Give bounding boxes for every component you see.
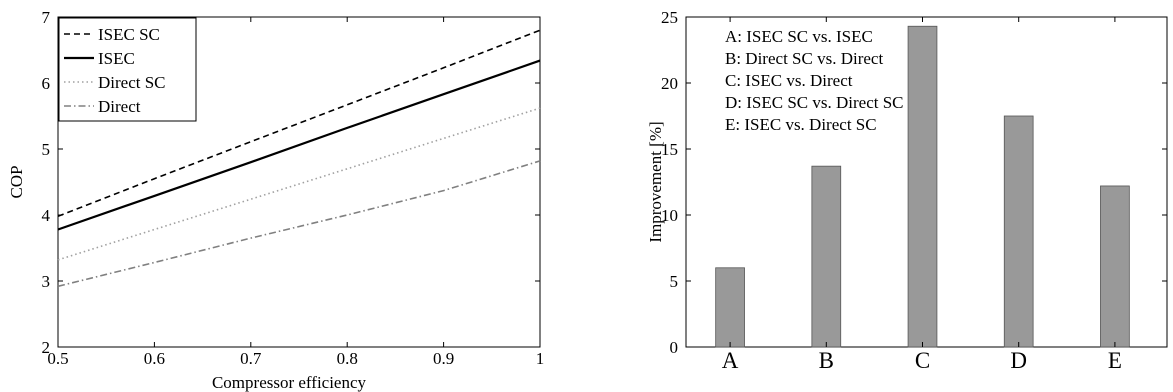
y-tick-label: 25: [661, 8, 678, 27]
line-chart-y-axis-label: COP: [7, 165, 26, 198]
y-tick-label: 15: [661, 140, 678, 159]
y-tick-label: 2: [42, 338, 51, 357]
x-tick-label-a: A: [722, 348, 739, 373]
legend-label-direct-sc: Direct SC: [98, 73, 166, 92]
x-tick-label-b: B: [819, 348, 834, 373]
y-tick-label: 10: [661, 206, 678, 225]
series-line-direct-sc: [57, 107, 541, 261]
legend-box: [58, 17, 197, 122]
annotation-4: E: ISEC vs. Direct SC: [725, 115, 877, 134]
legend-label-direct: Direct: [98, 97, 141, 116]
annotation-3: D: ISEC SC vs. Direct SC: [725, 93, 904, 112]
series-line-isec-sc: [57, 29, 541, 218]
line-chart-x-ticks: 0.5 0.6 0.7 0.8 0.9 1: [47, 17, 544, 368]
x-tick-label: 0.8: [337, 349, 358, 368]
x-tick-label-c: C: [915, 348, 930, 373]
line-chart-legend: ISEC SC ISEC Direct SC Direct: [58, 17, 197, 122]
bar-c: [907, 25, 938, 348]
legend-label-isec-sc: ISEC SC: [98, 25, 160, 44]
series-line-isec: [57, 59, 541, 231]
y-tick-label: 4: [42, 206, 51, 225]
line-chart-series-group: [57, 29, 541, 288]
y-tick-label: 7: [42, 8, 51, 27]
x-tick-label-d: D: [1010, 348, 1027, 373]
annotation-2: C: ISEC vs. Direct: [725, 71, 853, 90]
y-tick-label: 3: [42, 272, 51, 291]
y-tick-label: 20: [661, 74, 678, 93]
bar-e: [1100, 185, 1130, 348]
bar-a: [715, 267, 745, 348]
legend-label-isec: ISEC: [98, 49, 135, 68]
x-tick-label: 0.5: [47, 349, 68, 368]
annotation-0: A: ISEC SC vs. ISEC: [725, 27, 873, 46]
bar-chart-y-ticks: 0 5 10 15 20 25: [661, 8, 1167, 357]
bar-d: [1003, 115, 1034, 348]
series-line-direct: [57, 160, 541, 288]
x-tick-label: 1: [536, 349, 545, 368]
y-tick-label: 5: [670, 272, 679, 291]
x-tick-label-e: E: [1108, 348, 1122, 373]
y-tick-label: 5: [42, 140, 51, 159]
bar-chart-annotations: A: ISEC SC vs. ISEC B: Direct SC vs. Dire…: [725, 27, 904, 134]
bar-chart-y-axis-label: Improvement [%]: [646, 121, 665, 242]
x-tick-label: 0.7: [240, 349, 262, 368]
x-tick-label: 0.9: [433, 349, 454, 368]
y-tick-label: 0: [670, 338, 679, 357]
x-tick-label: 0.6: [144, 349, 165, 368]
bar-chart-bars: [715, 25, 1130, 348]
line-chart-x-axis-label: Compressor efficiency: [212, 373, 367, 392]
bar-chart-x-ticks: A B C D E: [722, 17, 1122, 373]
bar-b: [811, 165, 842, 348]
y-tick-label: 6: [42, 74, 51, 93]
annotation-1: B: Direct SC vs. Direct: [725, 49, 883, 68]
line-chart-y-ticks: 2 3 4 5 6 7: [42, 8, 540, 357]
bar-chart: A B C D E 0 5 10 15 20 25 Improvement [%] A: ISEC…: [646, 8, 1168, 373]
line-chart: 0.5 0.6 0.7 0.8 0.9 1 2 3 4 5 6 7 Compressor effic…: [7, 8, 544, 392]
